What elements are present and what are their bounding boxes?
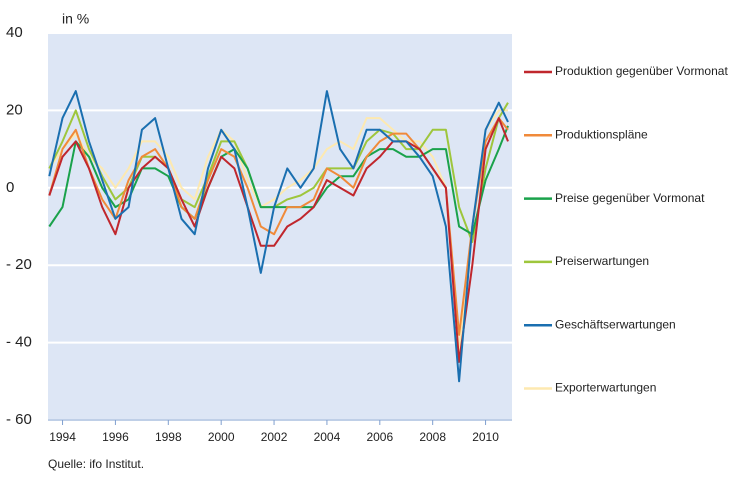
- x-tick-label: 2008: [419, 430, 446, 444]
- legend-label: Geschäftserwartungen: [555, 317, 676, 331]
- y-tick-label: 0: [6, 179, 14, 196]
- x-tick-label: 2010: [472, 430, 499, 444]
- legend-label: Preiserwartungen: [555, 254, 649, 268]
- y-axis-label: in %: [62, 11, 89, 27]
- series-line: [48, 102, 509, 243]
- x-tick-label: 2006: [366, 430, 393, 444]
- x-tick-label: 1998: [155, 430, 182, 444]
- x-tick-label: 2002: [261, 430, 288, 444]
- series-line: [48, 117, 509, 363]
- y-tick-label: 40: [6, 24, 23, 41]
- plot-area: [48, 33, 512, 420]
- source: Quelle: ifo Institut.: [48, 457, 144, 471]
- y-tick-label: - 20: [6, 256, 32, 273]
- y-tick-label: - 60: [6, 411, 32, 428]
- legend-label: Preise gegenüber Vormonat: [555, 191, 705, 205]
- y-tick-label: - 40: [6, 334, 32, 351]
- y-tick-label: 20: [6, 101, 23, 118]
- x-tick-label: 1996: [102, 430, 129, 444]
- series-line: [48, 90, 509, 383]
- x-tick-label: 2004: [314, 430, 341, 444]
- x-tick-label: 2000: [208, 430, 235, 444]
- series-line: [48, 109, 508, 352]
- legend-label: Exporterwartungen: [555, 381, 656, 395]
- legend-label: Produktionspläne: [555, 127, 648, 141]
- legend-label: Produktion gegenüber Vormonat: [555, 64, 728, 78]
- series-line: [48, 125, 509, 236]
- x-tick-label: 1994: [49, 430, 76, 444]
